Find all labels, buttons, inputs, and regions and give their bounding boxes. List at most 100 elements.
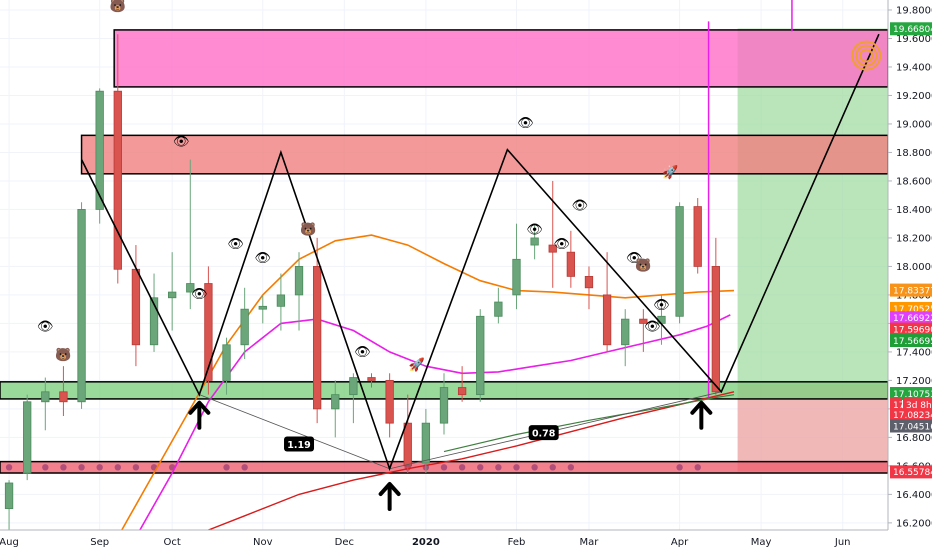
target-spiral-ring <box>851 40 882 71</box>
zone-dot <box>60 464 67 471</box>
candle <box>512 223 521 310</box>
candle-body <box>23 401 32 474</box>
price-label-box <box>890 465 932 479</box>
target-spiral-ring <box>859 48 874 63</box>
candle-body <box>77 209 86 403</box>
eye-emoji-icon: 👁 <box>37 320 54 335</box>
price-label: 17.04516 <box>893 422 932 432</box>
candle-body <box>639 318 648 324</box>
time-tick-label: Sep <box>90 537 109 548</box>
zone-dot <box>513 464 520 471</box>
time-tick-label: Oct <box>164 537 181 548</box>
price-tick-label: 17.20000 <box>896 376 932 387</box>
candle-body <box>421 422 431 464</box>
candle-body <box>4 482 14 510</box>
candle <box>4 480 14 530</box>
price-tick-label: 18.00000 <box>896 262 932 273</box>
zone-dot <box>42 464 49 471</box>
zone-dot <box>477 464 484 471</box>
eye-emoji-icon: 👁 <box>572 198 589 213</box>
bear-emoji-icon: 🐻 <box>55 346 71 363</box>
candle <box>258 294 267 324</box>
candle-body <box>494 301 503 317</box>
price-label: 17.66922 <box>893 314 932 324</box>
zone-dot <box>676 464 683 471</box>
candle-body <box>186 283 195 293</box>
candle-body <box>530 237 539 246</box>
candle <box>168 252 177 331</box>
candle <box>457 366 467 402</box>
time-tick-label: Mar <box>580 537 600 548</box>
eye-emoji-icon: 👁 <box>354 345 371 360</box>
zone-dot <box>531 464 538 471</box>
time-tick-label: Nov <box>253 537 273 548</box>
candle <box>494 287 503 324</box>
candle <box>276 273 286 331</box>
candle-body <box>294 266 304 296</box>
eye-emoji-icon: 👁 <box>255 251 272 266</box>
zone-dot <box>495 464 502 471</box>
zone-dot <box>114 464 121 471</box>
candle-body <box>403 422 412 467</box>
candle <box>204 266 213 395</box>
zone-upper-resistance <box>80 134 889 175</box>
zone-dot <box>440 464 448 471</box>
zone-dot <box>458 464 466 471</box>
candle-body <box>131 268 141 346</box>
candle <box>240 287 249 360</box>
candle-body <box>621 318 630 346</box>
ma-orange-line <box>117 234 735 538</box>
bear-emoji-icon: 🐻 <box>635 256 651 273</box>
candle <box>548 180 557 288</box>
rocket-emoji-icon: 🚀 <box>409 357 425 373</box>
price-tick-label: 19.00000 <box>896 119 932 130</box>
candle <box>113 34 122 284</box>
target-spiral-ring <box>855 44 878 67</box>
ratio-label-box <box>528 425 559 441</box>
candle-body <box>439 387 449 424</box>
candle-body <box>675 206 684 317</box>
price-label-box <box>890 311 932 325</box>
candle-body <box>349 377 358 396</box>
candle-body <box>95 90 104 210</box>
price-tick-label: 19.40000 <box>896 62 932 73</box>
candle-body <box>476 315 485 396</box>
candle-body <box>331 394 340 410</box>
eye-emoji-icon: 👁 <box>191 287 208 302</box>
candle-body <box>566 251 576 277</box>
zone-dot <box>96 464 103 471</box>
candle <box>675 202 684 324</box>
price-axis-background <box>888 0 932 550</box>
up-arrow-icon <box>378 481 401 511</box>
candle-body <box>59 391 68 403</box>
candle <box>149 273 159 352</box>
price-tick-label: 18.80000 <box>896 148 932 159</box>
candle <box>331 380 340 438</box>
candle <box>693 198 702 274</box>
candle-body <box>312 266 322 410</box>
price-label-box <box>890 398 902 412</box>
up-arrow-icon <box>188 400 211 430</box>
candle <box>639 309 648 352</box>
ratio-label: 1.19 <box>287 440 310 451</box>
candle-body <box>693 206 702 267</box>
up-arrow-icon <box>690 400 713 430</box>
price-label-box <box>903 398 932 412</box>
price-tick-label: 19.20000 <box>896 91 932 102</box>
zone-dot <box>241 464 248 471</box>
candle <box>367 373 376 388</box>
price-tick-label: 17.40000 <box>896 347 932 358</box>
candle <box>584 266 594 310</box>
price-label: 16.55784 <box>893 468 932 478</box>
candle-body <box>584 275 594 289</box>
price-label-box <box>890 283 932 297</box>
time-tick-label: Apr <box>671 537 689 548</box>
time-axis-background <box>0 530 932 550</box>
ratio-label-box <box>284 436 315 452</box>
time-tick-label: Aug <box>0 537 19 548</box>
ratio-label: 0.78 <box>532 429 556 440</box>
price-label: 17.83377 <box>893 286 932 296</box>
time-tick-label: May <box>751 537 772 548</box>
